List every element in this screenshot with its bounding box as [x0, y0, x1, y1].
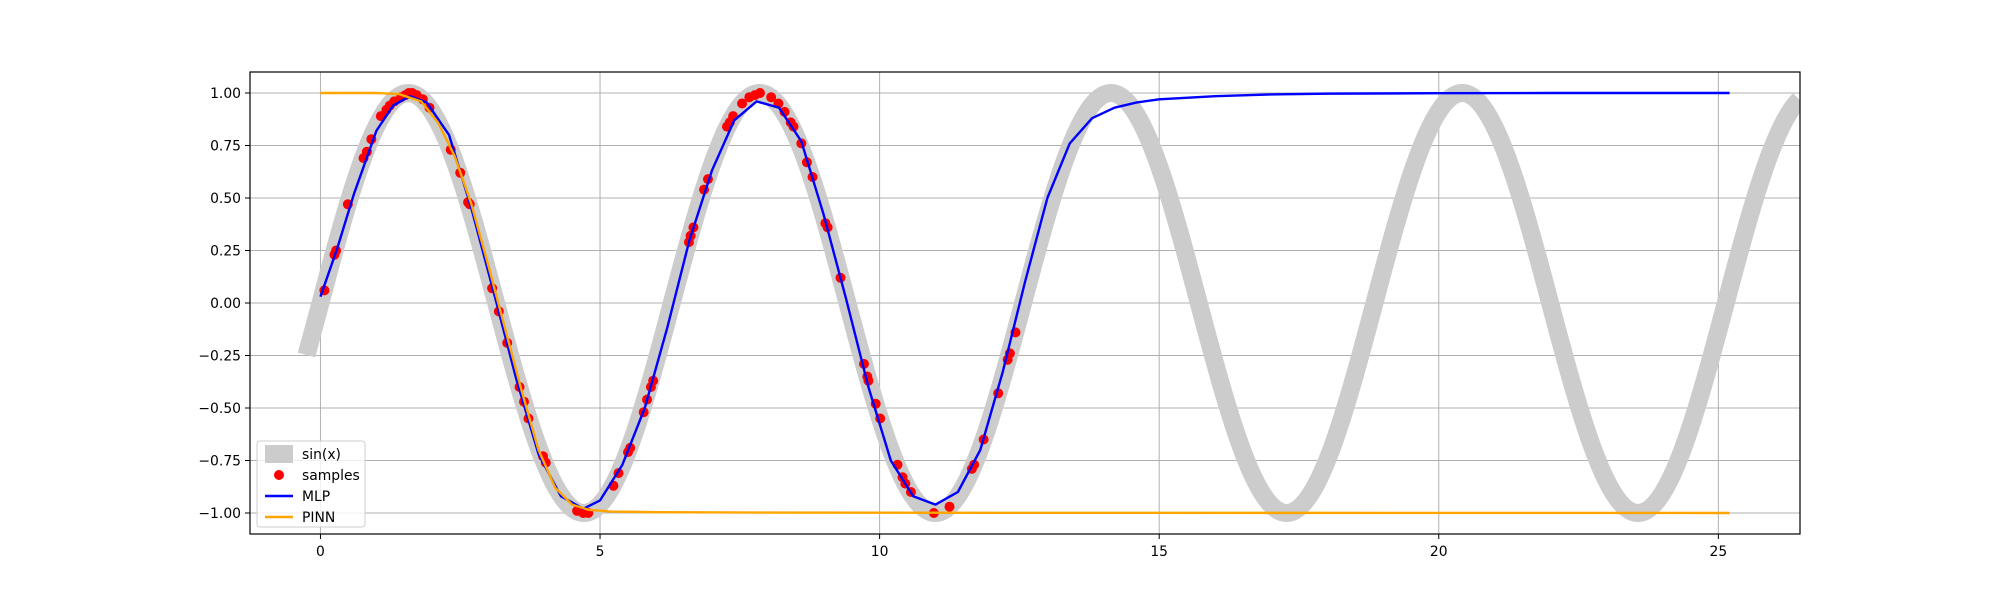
- legend-label-sin-x: sin(x): [302, 447, 341, 463]
- sample-point: [754, 88, 765, 98]
- x-tick-label: 20: [1430, 544, 1448, 560]
- series-line-pinn: [320, 91, 1730, 515]
- sample-point: [737, 98, 748, 109]
- y-tick-label: 0.50: [210, 191, 241, 207]
- axis-ticks: 0 5 10 15 20 25 1.00 0.75 0.50 0.25 0.00 −0.25 −0.50…: [198, 86, 1727, 560]
- y-tick-label: −0.25: [198, 349, 241, 365]
- x-tick-label: 5: [596, 544, 605, 560]
- sample-point: [944, 501, 955, 512]
- legend-label-samples: samples: [302, 468, 360, 484]
- sample-point: [766, 92, 777, 103]
- y-tick-label: −1.00: [198, 506, 241, 522]
- y-tick-label: 0.75: [210, 139, 241, 155]
- x-tick-label: 15: [1150, 544, 1168, 560]
- x-tick-label: 10: [871, 544, 889, 560]
- x-tick-label: 0: [316, 544, 325, 560]
- x-tick-label: 25: [1710, 544, 1728, 560]
- y-tick-label: 1.00: [210, 86, 241, 102]
- y-tick-label: 0.25: [210, 244, 241, 260]
- y-tick-label: −0.75: [198, 454, 241, 470]
- y-tick-label: −0.50: [198, 401, 241, 417]
- y-tick-label: 0.00: [210, 296, 241, 312]
- legend-label-mlp: MLP: [302, 489, 330, 505]
- plot-area: [297, 84, 1800, 522]
- legend-marker-samples: [274, 470, 284, 480]
- legend-label-pinn: PINN: [302, 510, 335, 526]
- legend: sin(x) samples MLP PINN: [256, 440, 366, 528]
